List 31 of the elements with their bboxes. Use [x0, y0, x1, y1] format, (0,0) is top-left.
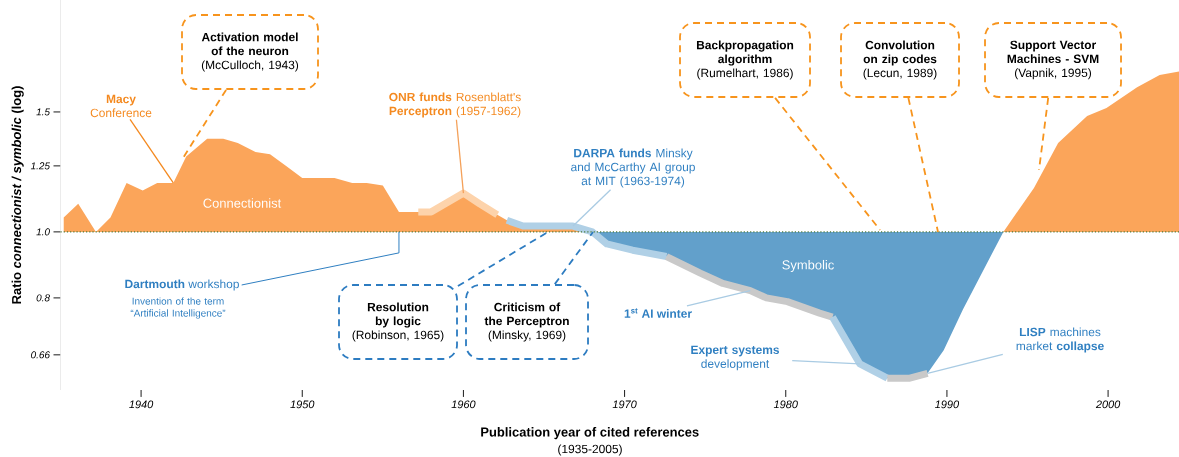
annotation: Expert systems development	[691, 345, 780, 371]
y-axis-title: Ratio connectionist / symbolic (log)	[11, 86, 24, 304]
annotation: Activation model of the neuron (McCulloch, 1943)	[201, 32, 299, 72]
annotation: Support Vector Machines - SVM (Vapnik, 1995)	[1007, 40, 1099, 80]
y-tick-label: 0.66	[31, 351, 50, 359]
x-tick-label: 1970	[612, 400, 637, 409]
x-tick-label: 1940	[129, 400, 154, 409]
x-axis-title: Publication year of cited references	[481, 427, 699, 440]
series-label: Connectionist	[203, 198, 282, 208]
annotation: Macy Conference	[90, 94, 152, 118]
annotation: LISP machines market collapse	[1016, 327, 1104, 353]
annotation: Backpropagation algorithm (Rumelhart, 1986)	[696, 40, 794, 80]
x-tick-label: 1990	[935, 400, 960, 409]
text: (1935-2005)	[558, 444, 622, 456]
series-label: Symbolic	[782, 259, 834, 273]
x-tick-label: 1950	[290, 400, 315, 409]
y-tick-label: 1.25	[30, 162, 50, 170]
x-tick-label: 1980	[773, 400, 798, 409]
y-tick-label: 1.5	[36, 108, 50, 116]
annotation: Criticism of the Perceptron (Minsky, 1969)	[484, 302, 569, 342]
annotation: Convolution on zip codes (Lecun, 1989)	[863, 40, 937, 80]
y-tick-label: 1.0	[36, 228, 50, 236]
x-tick-label: 1960	[451, 400, 476, 409]
annotation: ONR funds Rosenblatt's Perceptron (1957-1962)	[389, 92, 521, 118]
annotation: Invention of the term “Artificial Intelligence”	[130, 297, 226, 319]
annotation: 1$^{st}$ AI winter	[624, 308, 692, 318]
annotation: DARPA funds Minsky and McCarthy AI group at MIT (1963-1974)	[571, 148, 695, 188]
x-tick-label: 2000	[1095, 400, 1121, 409]
annotation: Dartmouth workshop	[125, 279, 239, 291]
annotation: Resolution by logic (Robinson, 1965)	[352, 302, 444, 342]
y-tick-label: 0.8	[36, 294, 50, 302]
